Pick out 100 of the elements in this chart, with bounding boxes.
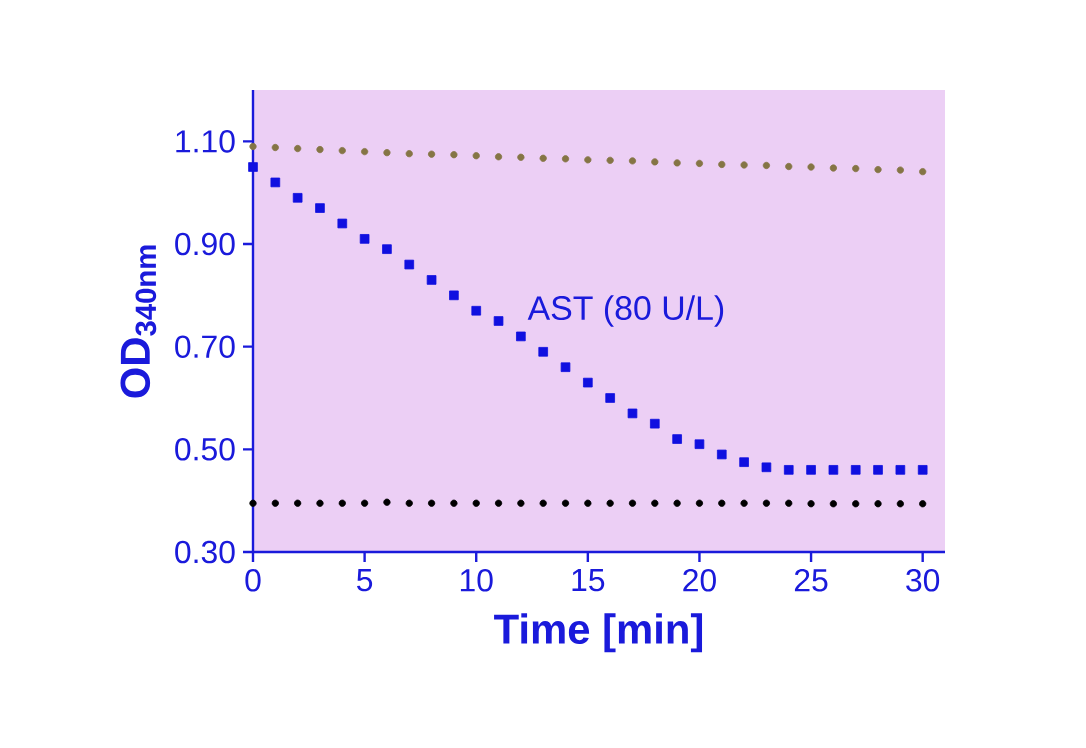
point [271, 499, 279, 507]
x-tick-label: 0 [245, 569, 261, 592]
point [650, 418, 660, 429]
point [740, 161, 748, 169]
point [427, 499, 436, 507]
point [472, 152, 480, 160]
point [783, 465, 794, 475]
point [494, 499, 503, 507]
point [919, 168, 927, 176]
point [449, 290, 459, 301]
point [873, 465, 883, 475]
point [538, 347, 548, 357]
point [695, 159, 704, 168]
point [494, 153, 503, 161]
point [828, 465, 839, 475]
point [270, 177, 281, 188]
point [606, 499, 614, 507]
point [450, 499, 458, 507]
point [740, 499, 748, 507]
x-tick-label: 15 [572, 569, 605, 592]
y-tick-label: 0.90 [175, 232, 235, 256]
point [361, 499, 369, 507]
point [651, 158, 659, 166]
point [493, 316, 504, 326]
point [426, 275, 437, 285]
point [852, 500, 860, 508]
point [716, 449, 727, 460]
point [807, 163, 815, 171]
point [627, 408, 638, 419]
point [829, 164, 837, 172]
x-tick-label: 20 [683, 569, 716, 592]
point [316, 145, 324, 154]
point [338, 146, 346, 155]
y-axis-title: OD$_{340nm}$ [120, 245, 157, 398]
point [361, 148, 369, 156]
point [850, 465, 861, 475]
point [383, 149, 391, 157]
point [874, 500, 882, 508]
point [896, 166, 904, 174]
point [584, 156, 592, 164]
x-tick-label: 25 [794, 569, 828, 592]
point [315, 203, 325, 213]
y-tick-label: 0.70 [175, 335, 235, 358]
point [739, 457, 749, 467]
x-tick-label: 30 [906, 569, 940, 592]
point [383, 498, 391, 506]
point [539, 154, 547, 162]
point [917, 465, 928, 475]
point [561, 499, 570, 507]
point [874, 165, 882, 174]
point [382, 244, 392, 254]
point [316, 499, 324, 507]
point [561, 155, 570, 163]
point [605, 393, 615, 403]
point [673, 499, 681, 507]
point [628, 157, 637, 165]
point [806, 465, 816, 475]
point [539, 499, 547, 507]
point [450, 151, 458, 159]
point [517, 153, 525, 161]
point [895, 465, 906, 475]
point [404, 259, 415, 270]
point [762, 161, 771, 170]
point [248, 162, 258, 172]
point [673, 159, 681, 167]
x-tick-label: 10 [460, 569, 493, 592]
point [560, 362, 571, 373]
y-tick-label: 0.50 [175, 438, 235, 461]
point [249, 499, 257, 507]
point [271, 143, 279, 152]
point [517, 499, 525, 507]
point [852, 164, 860, 173]
point [583, 377, 593, 388]
point [606, 156, 614, 164]
series-label: AST (80 U/L) [527, 295, 724, 327]
point [294, 144, 302, 153]
point [472, 499, 480, 507]
point [672, 434, 682, 444]
point [628, 499, 637, 507]
point [338, 499, 346, 507]
x-tick-label: 5 [357, 569, 373, 592]
point [294, 499, 302, 507]
point [785, 499, 793, 507]
point [718, 499, 726, 507]
y-tick-label: 0.30 [175, 540, 235, 564]
point [807, 500, 815, 508]
point [919, 500, 927, 508]
point [718, 160, 726, 169]
point [694, 439, 705, 449]
point [292, 193, 303, 203]
point [471, 305, 482, 316]
point [359, 234, 370, 244]
point [829, 500, 837, 508]
point [695, 499, 704, 507]
point [584, 499, 592, 507]
point [761, 462, 772, 473]
point [405, 150, 413, 158]
x-axis-title: Time [min] [494, 613, 703, 653]
point [405, 499, 413, 507]
point [337, 218, 348, 229]
